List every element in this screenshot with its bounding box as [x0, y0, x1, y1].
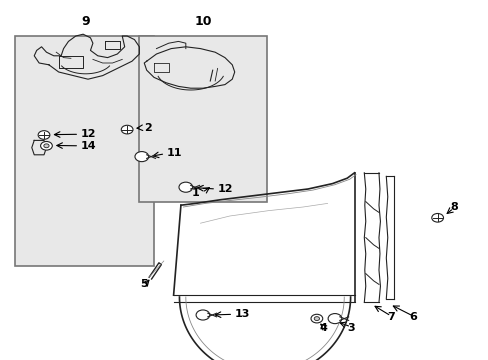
Text: 5: 5	[140, 279, 148, 289]
Bar	[139, 36, 266, 202]
Circle shape	[179, 182, 192, 192]
Text: 8: 8	[449, 202, 457, 212]
Text: 14: 14	[81, 141, 96, 151]
Circle shape	[196, 310, 209, 320]
Text: 2: 2	[144, 123, 152, 133]
Bar	[15, 36, 154, 266]
Circle shape	[327, 314, 341, 324]
Circle shape	[314, 317, 319, 320]
Text: 10: 10	[194, 15, 211, 28]
Circle shape	[38, 131, 50, 139]
Text: 6: 6	[408, 312, 416, 322]
Circle shape	[44, 144, 49, 148]
Text: 9: 9	[81, 15, 90, 28]
Text: 1: 1	[191, 188, 199, 198]
Text: 12: 12	[81, 129, 96, 139]
Text: 11: 11	[166, 148, 182, 158]
Text: 7: 7	[386, 312, 394, 322]
Circle shape	[135, 152, 148, 162]
Circle shape	[121, 125, 133, 134]
Circle shape	[310, 314, 322, 323]
Text: 3: 3	[346, 323, 354, 333]
Text: 4: 4	[319, 323, 327, 333]
Text: 13: 13	[234, 309, 249, 319]
Circle shape	[41, 141, 52, 150]
Circle shape	[431, 213, 443, 222]
Text: 12: 12	[217, 184, 233, 194]
